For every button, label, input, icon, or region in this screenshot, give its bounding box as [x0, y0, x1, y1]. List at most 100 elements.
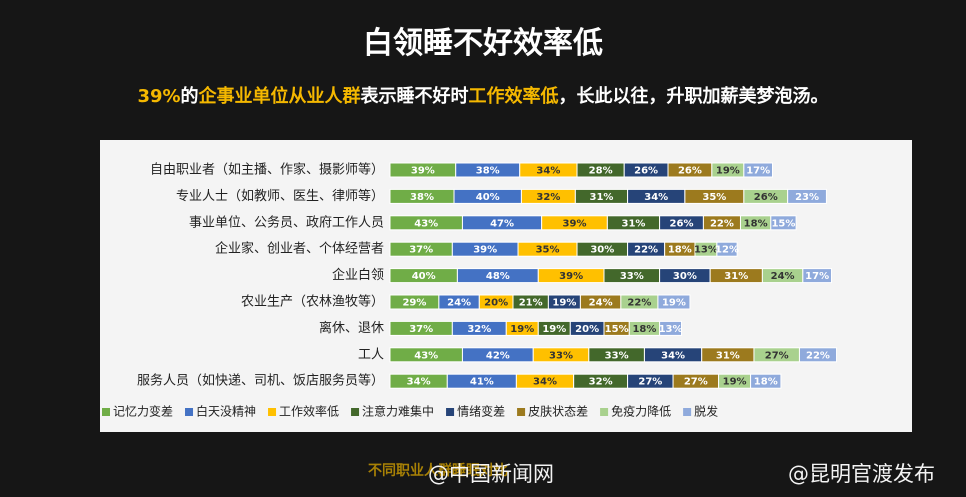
data-label: 37% — [409, 324, 433, 335]
legend-label: 情绪变差 — [457, 404, 505, 419]
subtitle-part: 表示睡不好时 — [360, 86, 469, 107]
data-label: 31% — [622, 218, 646, 229]
category-label: 专业人士（如教师、医生、律师等） — [176, 188, 384, 204]
subtitle-part: 企事业单位从业人群 — [198, 86, 361, 107]
data-label: 29% — [402, 298, 426, 309]
chart: 自由职业者（如主播、作家、摄影师等） 39% 38% 34% 28% 26% 26% 19% 1… — [102, 162, 838, 419]
data-label: 26% — [754, 192, 778, 203]
data-label: 37% — [409, 245, 433, 256]
data-label: 24% — [771, 271, 795, 282]
data-label: 31% — [724, 271, 748, 282]
data-label: 42% — [486, 350, 510, 361]
category-label: 事业单位、公务员、政府工作人员 — [189, 214, 384, 230]
data-label: 33% — [605, 350, 629, 361]
bar-segment — [716, 241, 738, 257]
data-label: 19% — [723, 377, 747, 388]
legend-swatch — [517, 408, 526, 416]
category-label: 离休、退休 — [319, 320, 384, 336]
data-label: 40% — [412, 271, 436, 282]
data-label: 34% — [661, 350, 685, 361]
category-label: 企业白领 — [332, 267, 384, 283]
bar-segment — [743, 162, 773, 178]
category-label: 服务人员（如快递、司机、饭店服务员等） — [137, 373, 384, 389]
data-label: 13% — [659, 324, 683, 335]
data-label: 38% — [476, 166, 500, 177]
data-label: 34% — [644, 192, 668, 203]
data-label: 17% — [746, 166, 770, 177]
legend-label: 工作效率低 — [279, 404, 339, 419]
data-label: 27% — [638, 377, 662, 388]
data-label: 15% — [605, 324, 629, 335]
data-label: 18% — [754, 377, 778, 388]
watermark: @昆明官渡发布 — [788, 462, 935, 486]
category-label: 工人 — [358, 347, 384, 362]
data-label: 39% — [473, 245, 497, 256]
legend-label: 免疫力降低 — [611, 404, 671, 419]
legend-label: 白天没精神 — [196, 404, 256, 419]
data-label: 32% — [536, 192, 560, 203]
data-label: 34% — [536, 166, 560, 177]
chart-subtitle: 39%的企事业单位从业人群表示睡不好时工作效率低，长此以往，升职加薪美梦泡汤。 — [0, 82, 966, 108]
data-label: 19% — [552, 298, 576, 309]
category-label: 企业家、创业者、个体经营者 — [215, 241, 384, 257]
data-label: 30% — [590, 245, 614, 256]
category-label: 自由职业者（如主播、作家、摄影师等） — [150, 162, 384, 178]
data-label: 24% — [447, 298, 471, 309]
data-label: 22% — [627, 298, 651, 309]
data-label: 26% — [678, 166, 702, 177]
data-label: 35% — [536, 245, 560, 256]
data-label: 40% — [476, 192, 500, 203]
legend-swatch — [351, 408, 360, 416]
data-label: 43% — [414, 218, 438, 229]
data-label: 33% — [549, 350, 573, 361]
data-label: 38% — [410, 192, 434, 203]
data-label: 41% — [470, 377, 494, 388]
data-label: 33% — [620, 271, 644, 282]
data-label: 19% — [716, 166, 740, 177]
data-label: 24% — [589, 298, 613, 309]
caption: 不同职业人群睡眠对比 — [368, 463, 508, 479]
legend-swatch — [446, 408, 455, 416]
data-label: 26% — [670, 218, 694, 229]
data-label: 31% — [589, 192, 613, 203]
data-label: 21% — [519, 298, 543, 309]
bar-segment — [659, 320, 683, 336]
bar-segment — [787, 188, 827, 204]
data-label: 39% — [411, 166, 435, 177]
data-label: 35% — [702, 192, 726, 203]
data-label: 47% — [490, 218, 514, 229]
bar-segment — [798, 347, 838, 363]
legend-label: 脱发 — [694, 404, 718, 419]
data-label: 48% — [486, 271, 510, 282]
data-label: 18% — [744, 218, 768, 229]
data-label: 22% — [806, 350, 830, 361]
bar-segment — [802, 268, 832, 284]
legend-label: 皮肤状态差 — [528, 404, 588, 419]
data-label: 32% — [589, 377, 613, 388]
data-label: 27% — [684, 377, 708, 388]
data-label: 27% — [765, 350, 789, 361]
data-label: 19% — [542, 324, 566, 335]
data-label: 34% — [407, 377, 431, 388]
legend-swatch — [600, 408, 609, 416]
data-label: 22% — [710, 218, 734, 229]
data-label: 17% — [805, 271, 829, 282]
data-label: 22% — [634, 245, 658, 256]
data-label: 30% — [673, 271, 697, 282]
bar-segment — [770, 215, 797, 231]
legend-label: 记忆力变差 — [113, 404, 173, 419]
chart-title: 白领睡不好效率低 — [363, 26, 603, 61]
data-label: 18% — [632, 324, 656, 335]
data-label: 34% — [533, 377, 557, 388]
legend-swatch — [185, 408, 194, 416]
watermark: @中国新闻网 — [428, 462, 554, 486]
data-label: 28% — [589, 166, 613, 177]
legend-label: 注意力难集中 — [362, 404, 434, 419]
subtitle-part: 工作效率低 — [468, 86, 559, 107]
data-label: 19% — [662, 298, 686, 309]
legend-swatch — [683, 408, 692, 416]
data-label: 13% — [694, 245, 718, 256]
subtitle-part: 的 — [180, 86, 199, 107]
data-label: 26% — [634, 166, 658, 177]
